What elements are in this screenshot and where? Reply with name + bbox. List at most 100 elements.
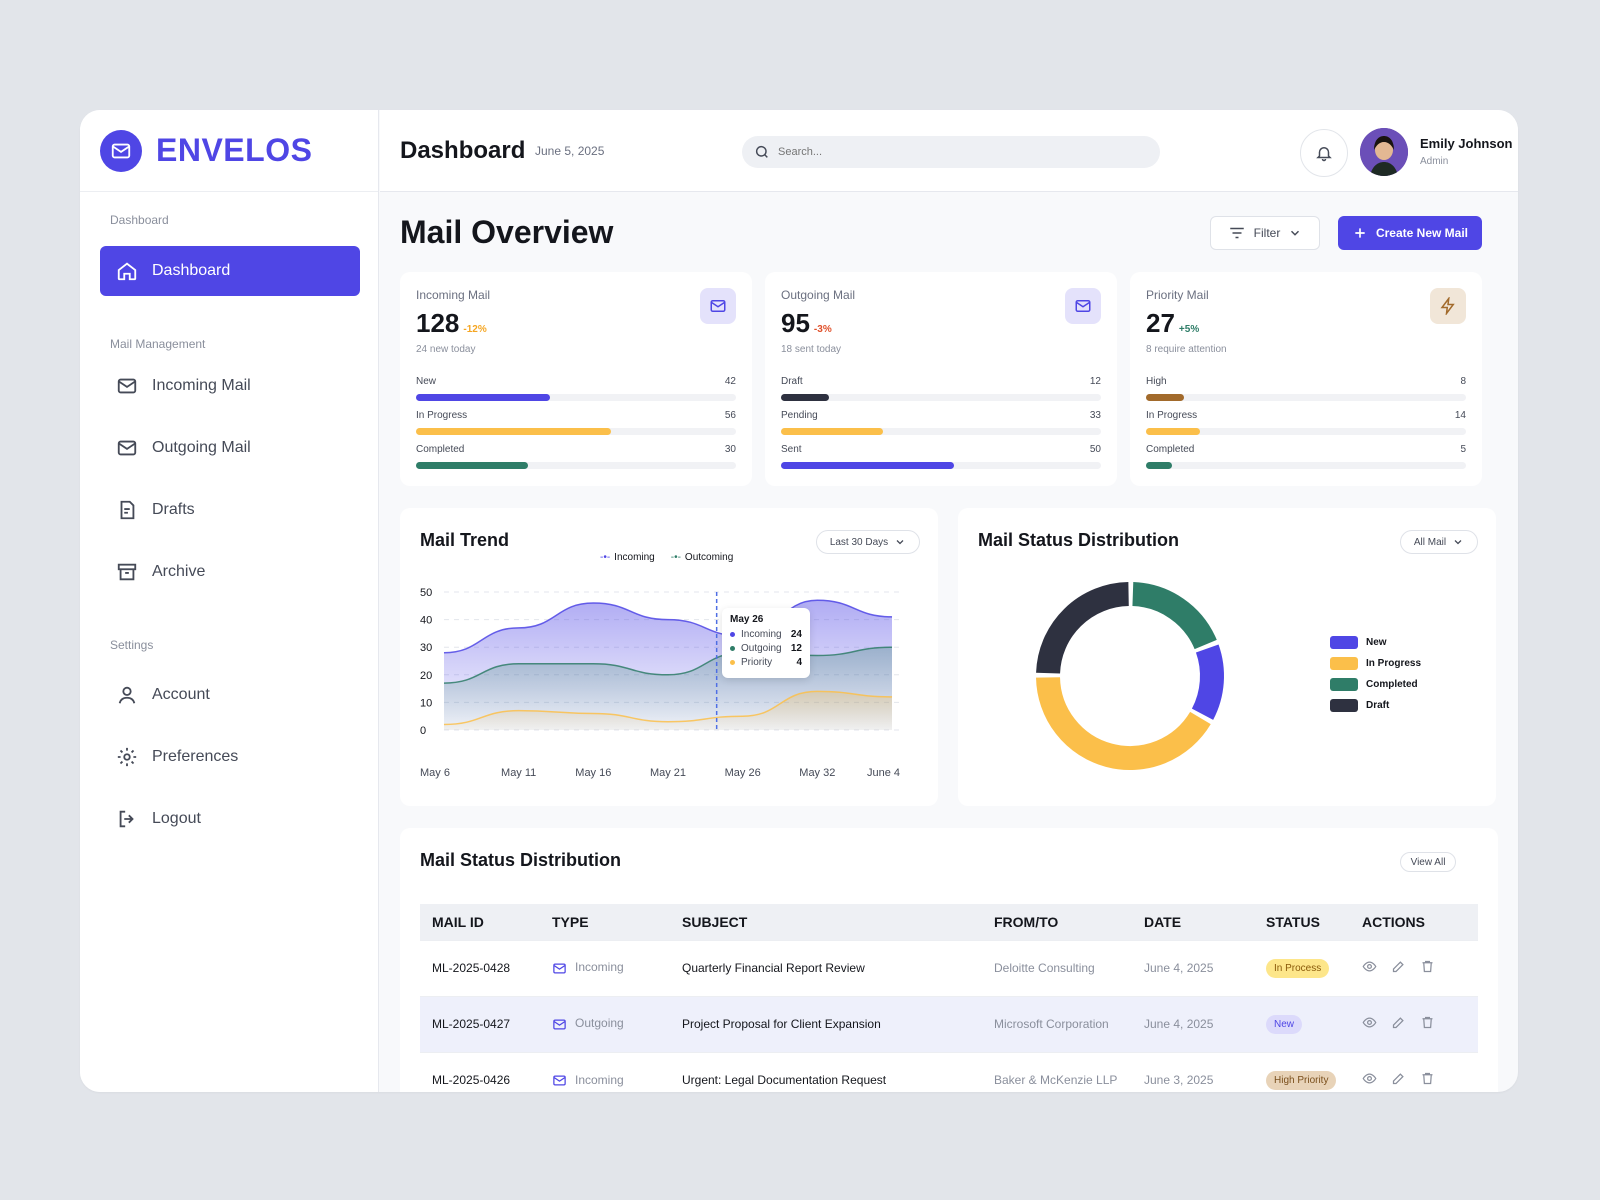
- app-window: ENVELOS Dashboard Dashboard Mail Managem…: [80, 110, 1518, 1092]
- filter-icon: [1229, 227, 1244, 239]
- row-actions: [1362, 1015, 1478, 1033]
- draft-icon: [120, 500, 135, 520]
- search-input[interactable]: [778, 146, 1138, 158]
- mail-id: ML-2025-0428: [420, 939, 540, 996]
- column-header[interactable]: ACTIONS: [1362, 913, 1425, 930]
- mail-type-cell: Incoming: [540, 939, 670, 996]
- trash-icon[interactable]: [1420, 959, 1435, 977]
- tooltip-dot: [730, 632, 735, 637]
- progress-track: [1146, 462, 1466, 469]
- table-row[interactable]: ML-2025-0426 Incoming Urgent: Legal Docume…: [420, 1051, 1478, 1092]
- progress-row: In Progress 56: [416, 410, 736, 438]
- mail-type-cell: Incoming: [540, 1051, 670, 1092]
- donut-slice-completed[interactable]: [1132, 582, 1217, 650]
- filter-label: Filter: [1253, 226, 1281, 240]
- stat-change: +5%: [1178, 324, 1200, 335]
- avatar[interactable]: [1360, 128, 1408, 176]
- mail-out-icon: [117, 440, 137, 456]
- range-dropdown[interactable]: Last 30 Days: [816, 530, 920, 554]
- range-label: Last 30 Days: [829, 536, 889, 548]
- mail-out-icon: [552, 1017, 567, 1032]
- mail-filter-dropdown[interactable]: All Mail: [1400, 530, 1478, 554]
- stat-change: -12%: [463, 324, 487, 335]
- column-header[interactable]: SUBJECT: [682, 913, 748, 930]
- x-tick-label: May 21: [650, 767, 686, 779]
- sidebar-item-dashboard[interactable]: Dashboard: [100, 246, 360, 296]
- logo[interactable]: ENVELOS: [80, 110, 378, 192]
- page-header-title: Dashboard: [400, 137, 526, 164]
- y-tick-label: 10: [420, 697, 432, 709]
- progress-value: 14: [1454, 410, 1466, 421]
- progress-value: 5: [1460, 444, 1466, 455]
- table-title: Mail Status Distribution: [420, 850, 622, 870]
- sidebar-item-archive[interactable]: Archive: [100, 547, 360, 597]
- search-bar[interactable]: [742, 136, 1160, 168]
- sidebar-item-preferences[interactable]: Preferences: [100, 732, 360, 782]
- legend-label: New: [1366, 637, 1387, 648]
- y-tick-label: 50: [420, 587, 432, 599]
- tooltip-dot: [730, 660, 735, 665]
- create-label: Create New Mail: [1375, 226, 1469, 240]
- table-row[interactable]: ML-2025-0428 Incoming Quarterly Financial …: [420, 939, 1478, 996]
- create-new-mail-button[interactable]: Create New Mail: [1338, 216, 1482, 250]
- mail-in-icon: [117, 378, 137, 394]
- column-header[interactable]: MAIL ID: [432, 913, 484, 930]
- progress-label: In Progress: [1146, 410, 1198, 421]
- progress-track: [416, 462, 736, 469]
- progress-fill: [1146, 462, 1172, 469]
- x-tick-label: May 32: [799, 767, 835, 779]
- sidebar-item-label: Incoming Mail: [152, 377, 251, 394]
- donut-slice-draft[interactable]: [1036, 582, 1130, 674]
- donut-slice-in-progress[interactable]: [1036, 676, 1211, 770]
- edit-icon[interactable]: [1391, 959, 1406, 977]
- view-all-label: View All: [1410, 856, 1446, 868]
- sidebar-item-incoming-mail[interactable]: Incoming Mail: [100, 361, 360, 411]
- chevron-down-icon: [896, 540, 904, 545]
- trash-icon[interactable]: [1420, 1015, 1435, 1033]
- row-actions: [1362, 959, 1478, 977]
- sidebar-item-logout[interactable]: Logout: [100, 794, 360, 844]
- mail-date: June 4, 2025: [1132, 995, 1254, 1052]
- mail-subject: Quarterly Financial Report Review: [670, 939, 982, 996]
- progress-value: 12: [1089, 376, 1101, 387]
- status-badge: High Priority: [1266, 1070, 1337, 1090]
- stat-label: Outgoing Mail: [781, 288, 856, 302]
- eye-icon[interactable]: [1362, 1071, 1377, 1089]
- stat-label: Incoming Mail: [416, 288, 491, 302]
- sidebar-item-label: Account: [152, 686, 210, 703]
- legend-item: New: [1330, 636, 1387, 649]
- sidebar-item-drafts[interactable]: Drafts: [100, 485, 360, 535]
- sidebar-item-account[interactable]: Account: [100, 670, 360, 720]
- column-header[interactable]: FROM/TO: [994, 913, 1059, 930]
- column-header[interactable]: STATUS: [1266, 913, 1320, 930]
- notifications-button[interactable]: [1300, 129, 1348, 177]
- chevron-down-icon: [1454, 540, 1462, 545]
- tooltip-value: 12: [790, 643, 802, 654]
- view-all-button[interactable]: View All: [1400, 852, 1456, 872]
- y-tick-label: 0: [420, 725, 426, 737]
- filter-button[interactable]: Filter: [1210, 216, 1320, 250]
- user-role: Admin: [1420, 156, 1449, 167]
- mail-type: Incoming: [575, 960, 624, 975]
- mail-type: Outgoing: [575, 1016, 624, 1031]
- stat-number: 27: [1146, 308, 1175, 338]
- progress-label: High: [1146, 376, 1167, 387]
- eye-icon[interactable]: [1362, 959, 1377, 977]
- progress-value: 42: [724, 376, 736, 387]
- eye-icon[interactable]: [1362, 1015, 1377, 1033]
- edit-icon[interactable]: [1391, 1071, 1406, 1089]
- progress-fill: [416, 462, 528, 469]
- donut-slice-new[interactable]: [1191, 644, 1224, 720]
- progress-label: Sent: [781, 444, 802, 455]
- page-title: Mail Overview: [400, 214, 614, 250]
- legend-swatch: [1330, 678, 1358, 691]
- column-header[interactable]: DATE: [1144, 913, 1182, 930]
- edit-icon[interactable]: [1391, 1015, 1406, 1033]
- column-header[interactable]: TYPE: [552, 913, 589, 930]
- progress-row: Sent 50: [781, 444, 1101, 472]
- gear-icon: [117, 747, 137, 767]
- stat-card: Priority Mail 27 +5% 8 require attention Hig…: [1130, 272, 1482, 486]
- trash-icon[interactable]: [1420, 1071, 1435, 1089]
- sidebar-item-outgoing-mail[interactable]: Outgoing Mail: [100, 423, 360, 473]
- table-row[interactable]: ML-2025-0427 Outgoing Project Proposal for…: [420, 995, 1478, 1052]
